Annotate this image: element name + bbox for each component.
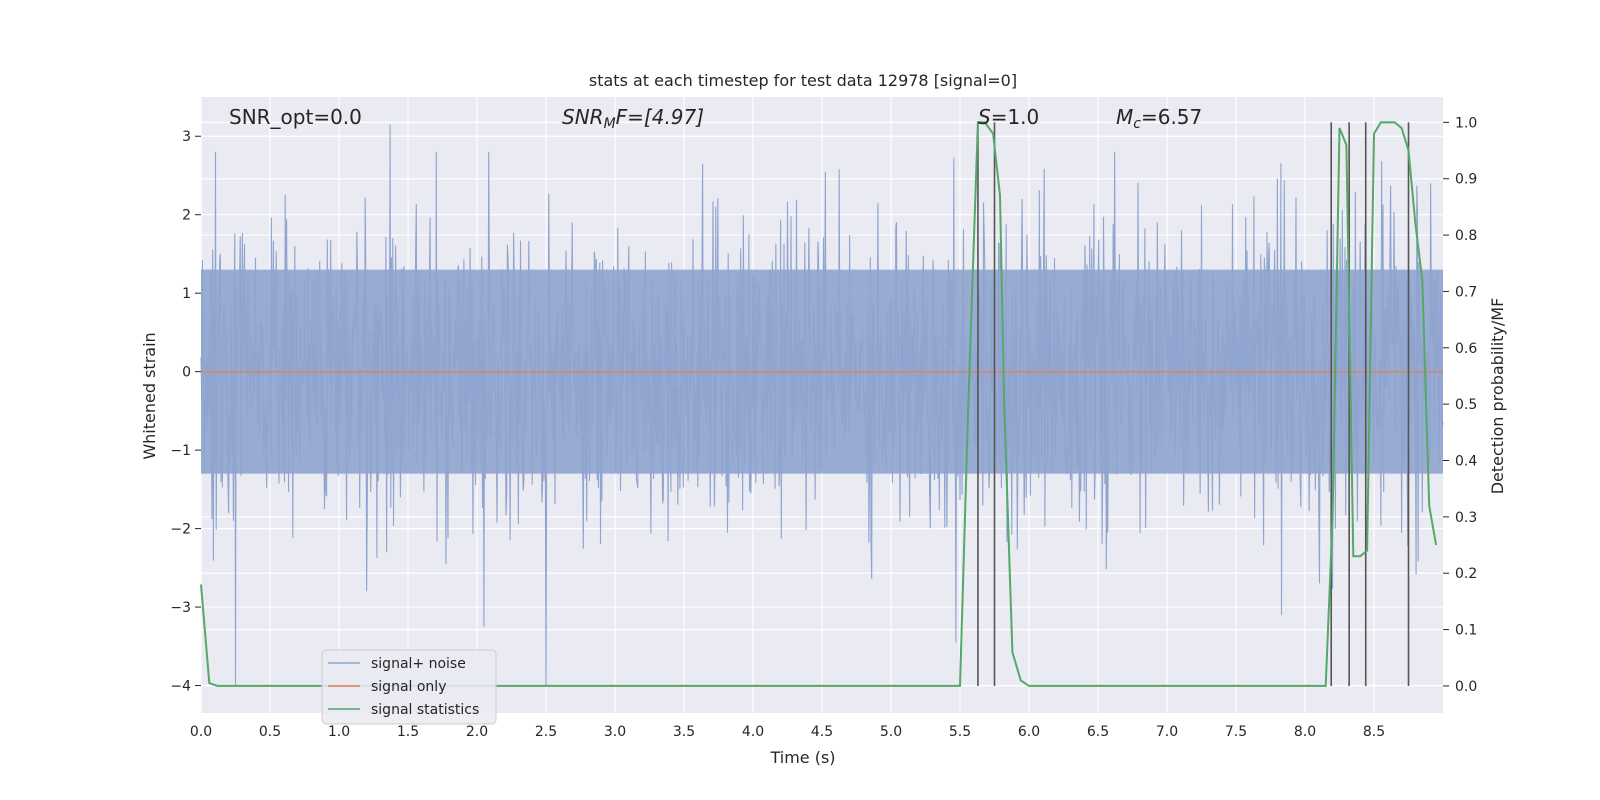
y2-tick-label: 0.6 (1455, 341, 1477, 357)
legend: signal+ noise signal only signal statist… (321, 649, 497, 725)
y2-tick-label: 0.7 (1455, 284, 1477, 300)
mc-rest: =6.57 (1141, 105, 1202, 129)
y2-tick-label: 0.2 (1455, 566, 1477, 582)
legend-statistics-label: signal statistics (371, 702, 479, 718)
y-tick-label: 2 (182, 208, 191, 224)
x-tick-label: 2.0 (466, 724, 488, 740)
x-tick-label: 0.0 (190, 724, 212, 740)
legend-noise-label: signal+ noise (371, 656, 466, 672)
s-var: S (978, 105, 991, 129)
y-axis-label: Whitened strain (140, 332, 159, 459)
statistics-line (200, 121, 1438, 687)
y-tick-label: 0 (182, 365, 191, 381)
x-tick-label: 4.5 (811, 724, 833, 740)
x-tick-label: 0.5 (259, 724, 281, 740)
x-tick-label: 1.5 (397, 724, 419, 740)
x-tick-label: 7.5 (1225, 724, 1247, 740)
x-tick-label: 1.0 (328, 724, 350, 740)
y2-tick-label: 0.9 (1455, 172, 1477, 188)
snr-mf-main: SNR (562, 105, 604, 129)
x-tick-label: 5.0 (880, 724, 902, 740)
legend-box (321, 649, 497, 725)
x-tick-label: 4.0 (742, 724, 764, 740)
y2-axis-label: Detection probability/MF (1488, 298, 1507, 495)
y-tick-label: −3 (170, 600, 191, 616)
legend-signal-only-label: signal only (371, 679, 446, 695)
snr-mf-annotation: SNRMF=[4.97] (562, 105, 704, 132)
mc-annotation: Mc=6.57 (1116, 105, 1202, 132)
y-tick-label: −2 (170, 522, 191, 538)
y2-tick-label: 0.1 (1455, 623, 1477, 639)
s-rest: =1.0 (991, 105, 1040, 129)
x-ticks: 0.0 0.5 1.0 1.5 2.0 2.5 3.0 3.5 4.0 4.5 5.0 5.5 6.0 6… (190, 724, 1385, 740)
y-tick-label: −1 (170, 443, 191, 459)
x-tick-label: 7.0 (1156, 724, 1178, 740)
s-annotation: S=1.0 (978, 105, 1039, 129)
x-tick-label: 6.0 (1018, 724, 1040, 740)
y2-tick-label: 1.0 (1455, 115, 1477, 131)
x-tick-label: 2.5 (535, 724, 557, 740)
chart-title: stats at each timestep for test data 129… (589, 71, 1017, 90)
mc-main: M (1116, 105, 1133, 129)
x-tick-label: 3.5 (673, 724, 695, 740)
x-tick-label: 8.0 (1294, 724, 1316, 740)
y2-tick-label: 0.5 (1455, 397, 1477, 413)
y2-tick-label: 0.0 (1455, 679, 1477, 695)
x-tick-label: 5.5 (949, 724, 971, 740)
x-tick-label: 6.5 (1087, 724, 1109, 740)
mc-sub: c (1133, 116, 1141, 132)
y2-tick-label: 0.8 (1455, 228, 1477, 244)
y-ticks: 3 2 1 0 −1 −2 −3 −4 (170, 129, 201, 695)
noise-line (200, 124, 1444, 686)
snr-mf-sub: M (604, 116, 616, 132)
y-tick-label: 3 (182, 129, 191, 145)
statistics-series (200, 121, 1438, 687)
y2-tick-label: 0.4 (1455, 454, 1477, 470)
x-axis-label: Time (s) (769, 748, 835, 767)
y-tick-label: −4 (170, 679, 191, 695)
x-tick-label: 3.0 (604, 724, 626, 740)
snr-mf-rest: F=[4.97] (616, 105, 704, 129)
y2-ticks: 1.0 0.9 0.8 0.7 0.6 0.5 0.4 0.3 0.2 0.1 0.0 (1443, 115, 1477, 695)
y-tick-label: 1 (182, 286, 191, 302)
y2-tick-label: 0.3 (1455, 510, 1477, 526)
trigger-lines (977, 122, 1410, 686)
snr-opt-annotation: SNR_opt=0.0 (229, 105, 362, 129)
x-tick-label: 8.5 (1363, 724, 1385, 740)
